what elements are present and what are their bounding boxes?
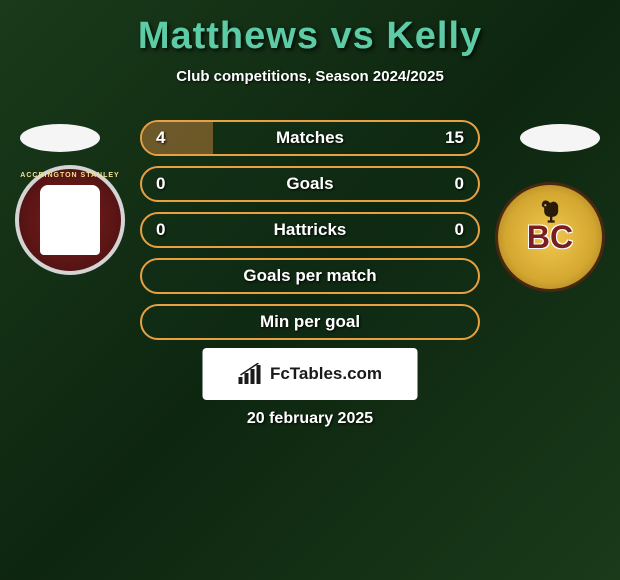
date-stamp: 20 february 2025: [0, 410, 620, 428]
stats-area: 4 Matches 15 0 Goals 0 0 Hattricks 0 Goa…: [140, 120, 480, 350]
branding-banner: FcTables.com: [203, 348, 418, 400]
nation-flag-left: [20, 124, 100, 152]
nation-flag-right: [520, 124, 600, 152]
crest-left-shield-icon: [40, 185, 100, 255]
crest-left-label: ACCRINGTON STANLEY: [19, 172, 121, 179]
rooster-icon: [536, 197, 564, 232]
branding-text: FcTables.com: [270, 364, 382, 384]
stat-label: Hattricks: [142, 220, 478, 240]
club-crest-left: ACCRINGTON STANLEY: [15, 165, 125, 275]
page-title: Matthews vs Kelly: [0, 15, 620, 58]
stat-value-right: 0: [455, 220, 464, 240]
stat-row-min-per-goal: Min per goal: [140, 304, 480, 340]
stat-label: Matches: [142, 128, 478, 148]
stat-label: Min per goal: [142, 312, 478, 332]
bar-chart-icon: [238, 363, 264, 385]
stat-row-goals-per-match: Goals per match: [140, 258, 480, 294]
stat-row-matches: 4 Matches 15: [140, 120, 480, 156]
club-crest-right: BC: [495, 182, 605, 292]
stat-label: Goals: [142, 174, 478, 194]
subtitle: Club competitions, Season 2024/2025: [0, 68, 620, 85]
stat-row-goals: 0 Goals 0: [140, 166, 480, 202]
stat-value-right: 0: [455, 174, 464, 194]
stat-label: Goals per match: [142, 266, 478, 286]
comparison-card: Matthews vs Kelly Club competitions, Sea…: [0, 0, 620, 580]
stat-value-right: 15: [445, 128, 464, 148]
stat-row-hattricks: 0 Hattricks 0: [140, 212, 480, 248]
